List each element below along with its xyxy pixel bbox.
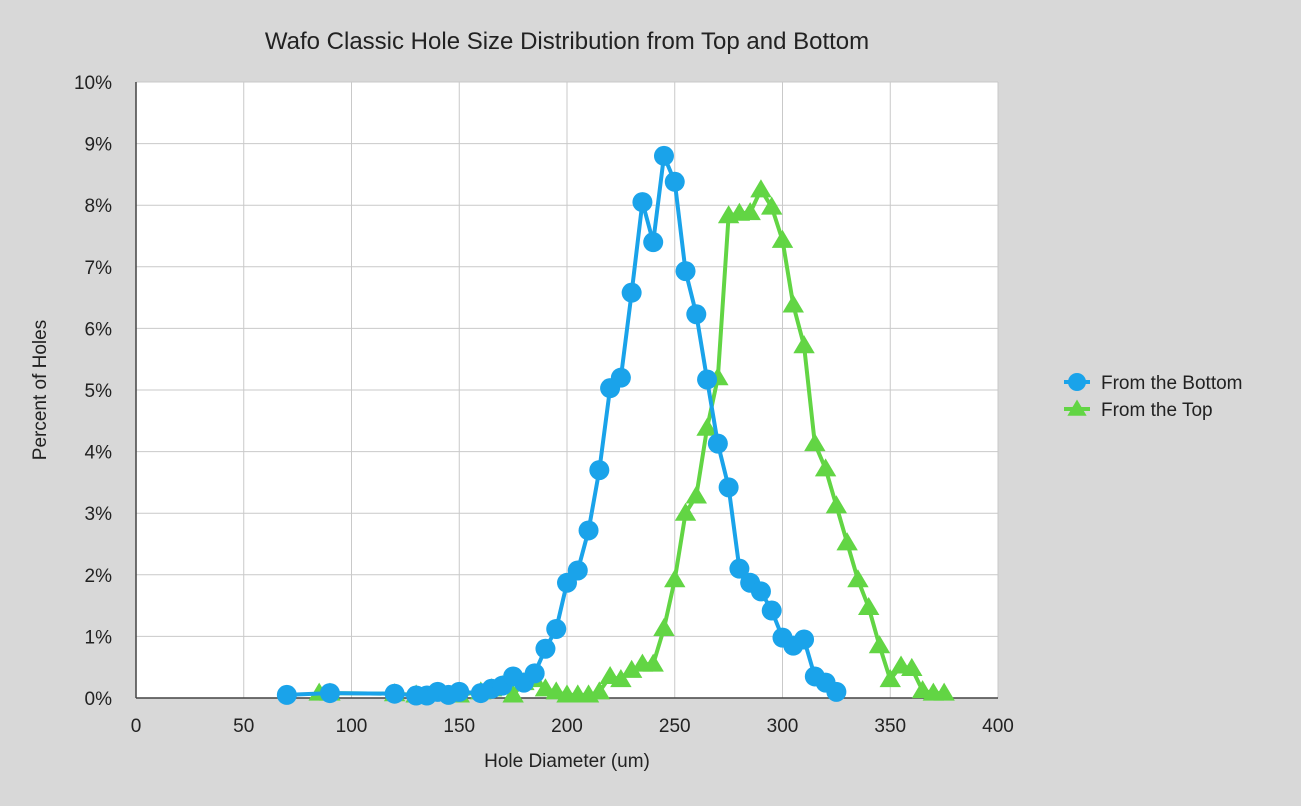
y-axis-label: Percent of Holes [30, 320, 51, 460]
data-point-circle [729, 558, 750, 579]
x-tick-label: 400 [982, 716, 1014, 737]
legend-marker [1067, 399, 1087, 416]
data-point-triangle [610, 669, 632, 688]
data-point-triangle [836, 532, 858, 551]
data-point-triangle [696, 417, 718, 436]
data-point-circle [276, 684, 297, 705]
data-point-triangle [782, 294, 804, 313]
data-point-circle [578, 520, 599, 541]
data-point-circle [707, 433, 728, 454]
data-point-triangle [857, 596, 880, 616]
y-tick-label: 2% [85, 566, 113, 587]
legend-item: From the Top [1064, 399, 1213, 421]
x-tick-label: 100 [336, 716, 368, 737]
data-point-triangle [814, 458, 837, 477]
y-tick-label: 8% [85, 196, 113, 217]
y-tick-label: 5% [85, 381, 113, 402]
legend-label: From the Top [1101, 400, 1213, 421]
data-point-triangle [879, 669, 901, 688]
data-point-circle [567, 560, 588, 581]
data-point-circle [718, 477, 739, 498]
data-point-circle [794, 629, 815, 650]
legend-label: From the Bottom [1101, 373, 1243, 394]
data-point-triangle [771, 229, 794, 248]
data-point-circle [675, 261, 696, 282]
y-tick-label: 3% [85, 504, 113, 525]
legend-marker [1068, 373, 1086, 391]
data-point-circle [449, 681, 470, 702]
data-point-circle [535, 638, 556, 659]
series-from-the-bottom [276, 145, 847, 706]
grid [135, 81, 999, 699]
y-tick-label: 9% [85, 135, 113, 156]
chart-title: Wafo Classic Hole Size Distribution from… [265, 28, 869, 55]
series-layer [276, 145, 955, 706]
data-point-triangle [502, 684, 524, 703]
data-point-triangle [620, 659, 643, 678]
data-point-triangle [847, 569, 869, 588]
y-tick-label: 7% [85, 258, 113, 279]
data-point-triangle [685, 485, 708, 504]
data-point-triangle [653, 617, 675, 636]
y-tick-label: 0% [85, 689, 113, 710]
data-point-triangle [642, 653, 664, 672]
data-point-circle [761, 600, 782, 621]
data-point-circle [384, 683, 405, 704]
data-point-triangle [793, 335, 815, 354]
x-tick-label: 150 [443, 716, 475, 737]
x-axis-label: Hole Diameter (um) [484, 751, 650, 772]
data-point-circle [524, 663, 545, 684]
y-tick-label: 10% [74, 73, 112, 94]
data-point-triangle [588, 681, 611, 700]
data-point-triangle [739, 202, 761, 221]
data-point-circle [632, 192, 653, 213]
x-tick-label: 50 [233, 716, 254, 737]
x-tick-label: 0 [131, 716, 142, 737]
data-point-triangle [901, 657, 923, 676]
data-point-circle [686, 304, 707, 325]
x-tick-label: 200 [551, 716, 583, 737]
data-point-triangle [825, 495, 848, 514]
data-point-circle [750, 581, 771, 602]
data-point-circle [319, 683, 340, 704]
data-point-circle [589, 460, 610, 481]
data-point-circle [546, 619, 567, 640]
data-point-circle [643, 232, 664, 253]
data-point-circle [697, 369, 718, 390]
x-tick-label: 350 [874, 716, 906, 737]
x-tick-label: 250 [659, 716, 691, 737]
data-point-circle [653, 145, 674, 166]
data-point-triangle [804, 433, 826, 452]
data-point-circle [610, 367, 631, 388]
y-tick-label: 1% [85, 627, 113, 648]
x-tick-label: 300 [767, 716, 799, 737]
data-point-triangle [933, 682, 955, 701]
data-point-circle [621, 282, 642, 303]
y-tick-label: 4% [85, 443, 113, 464]
legend-item: From the Bottom [1064, 373, 1243, 394]
legend: From the Bottom From the Top [1064, 373, 1243, 421]
data-point-triangle [664, 569, 686, 588]
y-tick-label: 6% [85, 319, 113, 340]
data-point-circle [664, 171, 685, 192]
data-point-triangle [674, 502, 697, 521]
data-point-triangle [868, 635, 891, 654]
data-point-circle [826, 681, 847, 702]
data-point-triangle [750, 179, 772, 198]
data-point-triangle [761, 196, 783, 215]
